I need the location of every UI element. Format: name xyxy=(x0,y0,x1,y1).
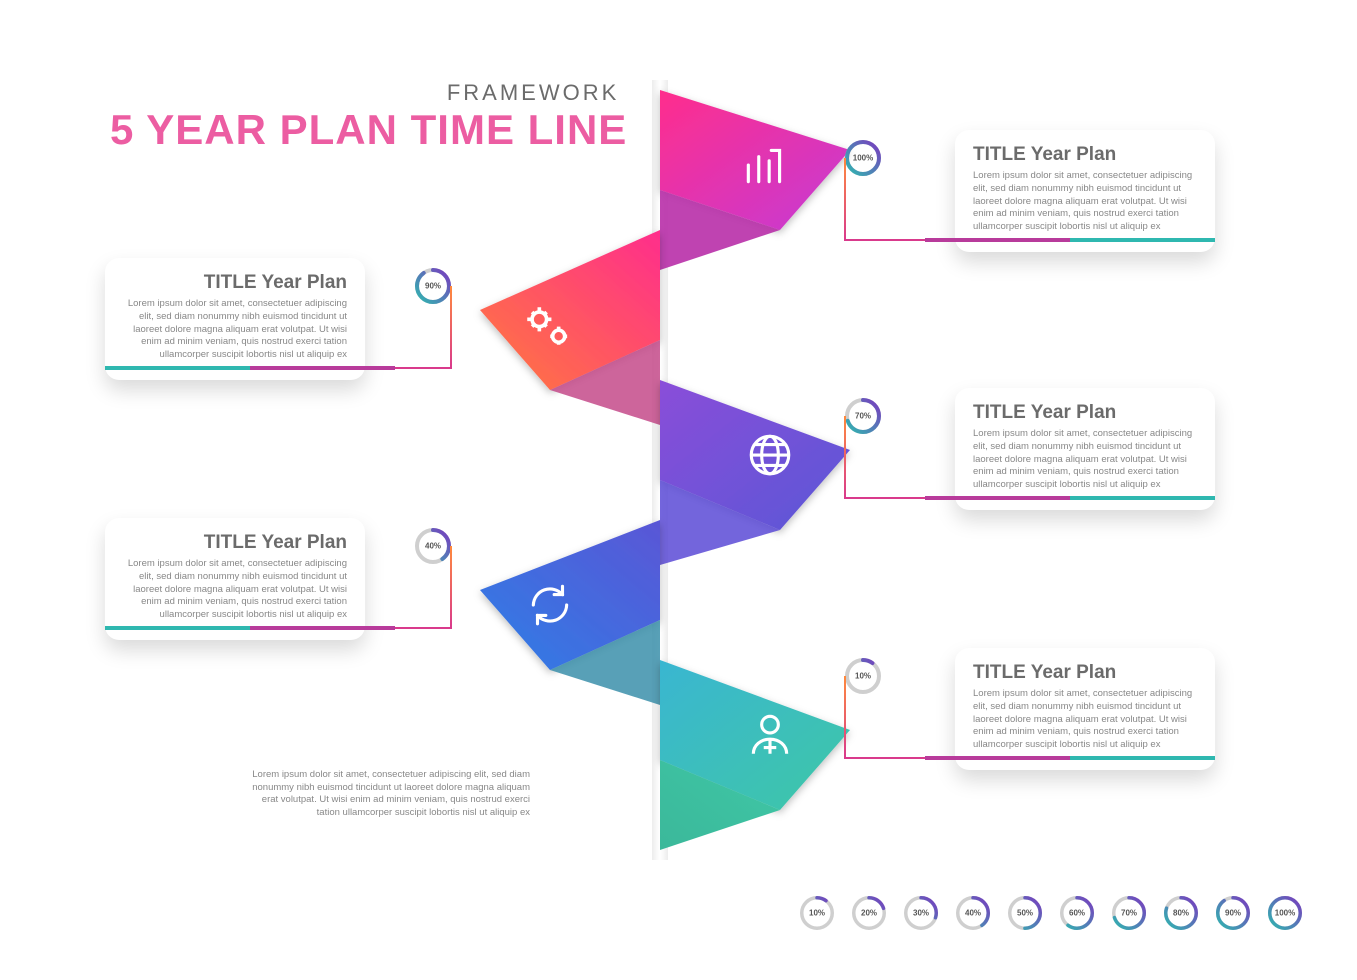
card-body: Lorem ipsum dolor sit amet, consectetuer… xyxy=(123,298,347,362)
legend-percent-label: 20% xyxy=(861,909,877,918)
gears-icon xyxy=(520,300,578,358)
card-title: TITLE Year Plan xyxy=(973,662,1197,684)
card-title: TITLE Year Plan xyxy=(123,272,347,294)
card-underline xyxy=(925,496,1215,500)
percent-legend: 10% 20% 30% 40% 50% xyxy=(800,896,1302,930)
card-body: Lorem ipsum dolor sit amet, consectetuer… xyxy=(973,688,1197,752)
plan-card: TITLE Year Plan Lorem ipsum dolor sit am… xyxy=(955,130,1215,252)
legend-donut: 10% xyxy=(800,896,834,930)
percent-label: 10% xyxy=(855,672,871,681)
card-body: Lorem ipsum dolor sit amet, consectetuer… xyxy=(973,170,1197,234)
legend-donut: 60% xyxy=(1060,896,1094,930)
legend-percent-label: 90% xyxy=(1225,909,1241,918)
percent-label: 70% xyxy=(855,412,871,421)
percent-donut: 10% xyxy=(845,658,881,694)
plan-card: TITLE Year Plan Lorem ipsum dolor sit am… xyxy=(955,648,1215,770)
card-title: TITLE Year Plan xyxy=(123,532,347,554)
percent-donut: 70% xyxy=(845,398,881,434)
legend-percent-label: 10% xyxy=(809,909,825,918)
percent-donut: 100% xyxy=(845,140,881,176)
card-underline xyxy=(925,756,1215,760)
plan-card: TITLE Year Plan Lorem ipsum dolor sit am… xyxy=(955,388,1215,510)
card-body: Lorem ipsum dolor sit amet, consectetuer… xyxy=(123,558,347,622)
card-underline xyxy=(105,626,395,630)
legend-donut: 100% xyxy=(1268,896,1302,930)
legend-donut: 70% xyxy=(1112,896,1146,930)
percent-label: 100% xyxy=(853,154,873,163)
legend-percent-label: 40% xyxy=(965,909,981,918)
card-body: Lorem ipsum dolor sit amet, consectetuer… xyxy=(973,428,1197,492)
plan-card: TITLE Year Plan Lorem ipsum dolor sit am… xyxy=(105,518,365,640)
growth-chart-icon xyxy=(740,140,790,190)
refresh-icon xyxy=(525,580,575,630)
legend-donut: 40% xyxy=(956,896,990,930)
card-underline xyxy=(925,238,1215,242)
legend-percent-label: 100% xyxy=(1275,909,1295,918)
legend-percent-label: 60% xyxy=(1069,909,1085,918)
legend-percent-label: 80% xyxy=(1173,909,1189,918)
legend-donut: 20% xyxy=(852,896,886,930)
percent-label: 90% xyxy=(425,282,441,291)
globe-icon xyxy=(745,430,795,480)
ribbon-timeline xyxy=(420,80,900,860)
card-title: TITLE Year Plan xyxy=(973,144,1197,166)
legend-donut: 80% xyxy=(1164,896,1198,930)
legend-percent-label: 50% xyxy=(1017,909,1033,918)
legend-percent-label: 30% xyxy=(913,909,929,918)
percent-donut: 90% xyxy=(415,268,451,304)
person-icon xyxy=(745,710,795,760)
legend-donut: 50% xyxy=(1008,896,1042,930)
footer-body-text: Lorem ipsum dolor sit amet, consectetuer… xyxy=(250,769,530,820)
card-underline xyxy=(105,366,395,370)
legend-donut: 30% xyxy=(904,896,938,930)
percent-label: 40% xyxy=(425,542,441,551)
percent-donut: 40% xyxy=(415,528,451,564)
legend-percent-label: 70% xyxy=(1121,909,1137,918)
plan-card: TITLE Year Plan Lorem ipsum dolor sit am… xyxy=(105,258,365,380)
card-title: TITLE Year Plan xyxy=(973,402,1197,424)
legend-donut: 90% xyxy=(1216,896,1250,930)
